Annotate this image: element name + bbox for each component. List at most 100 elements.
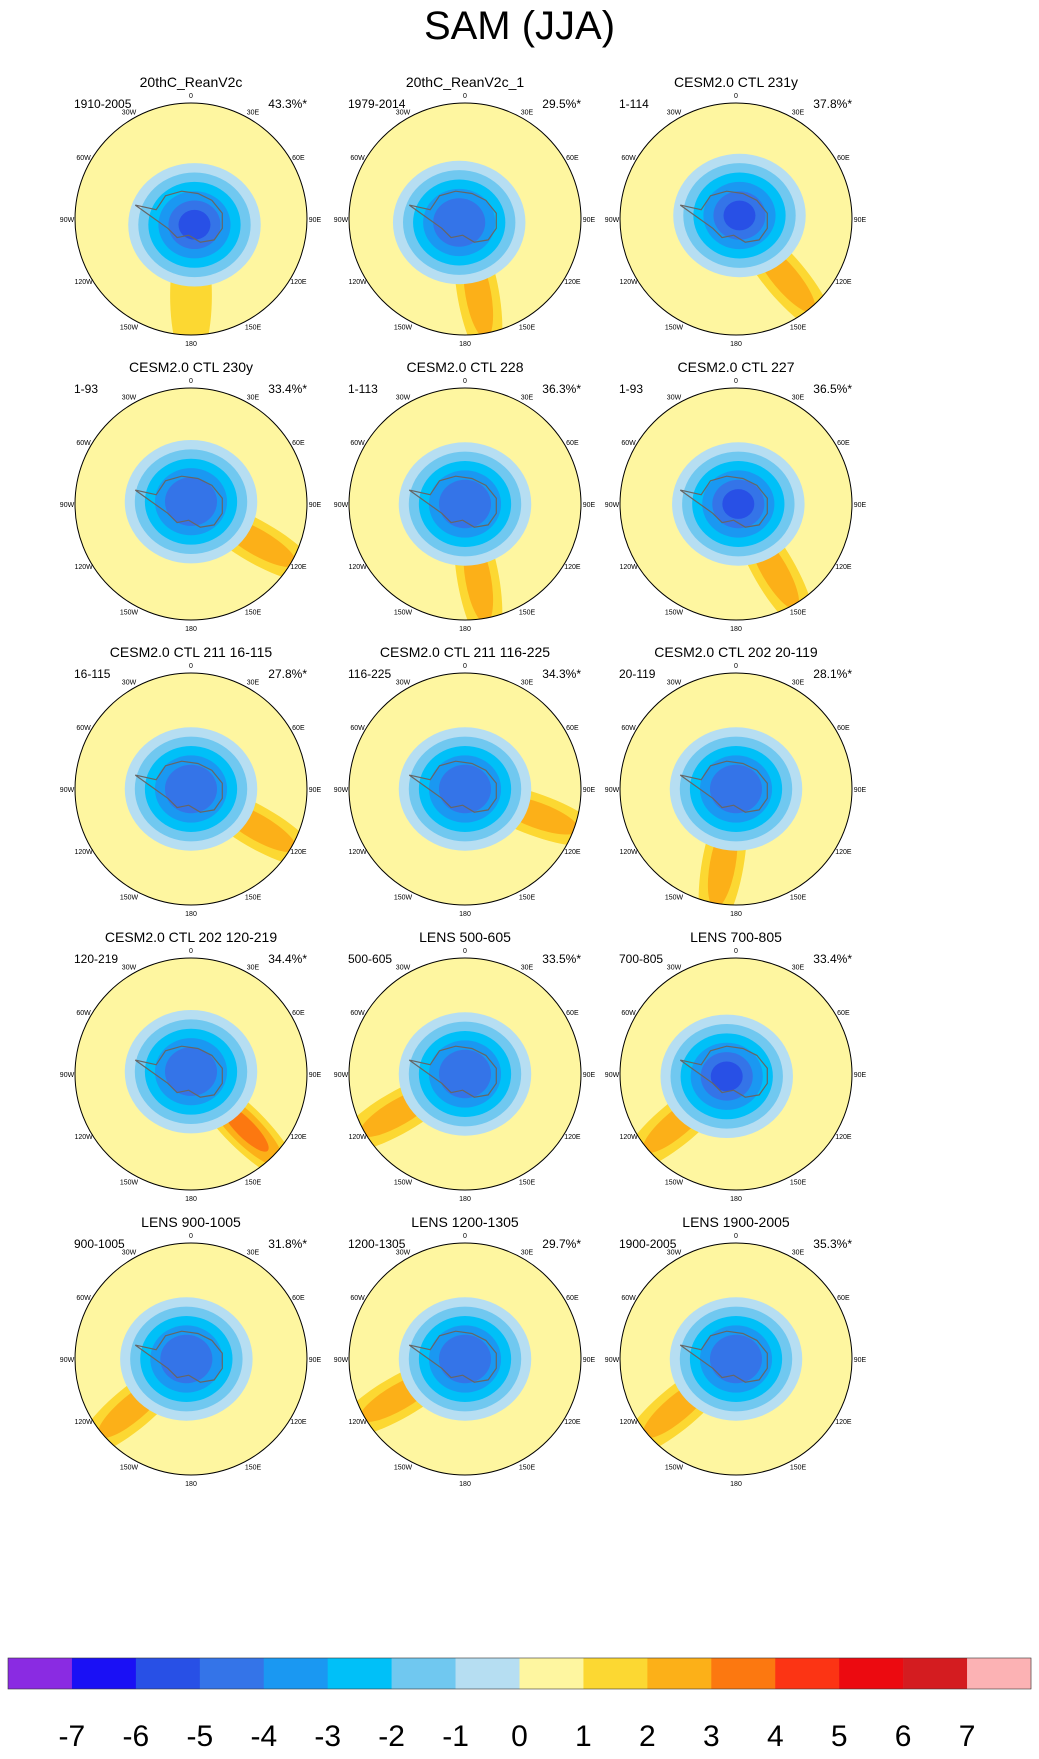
longitude-label: 0: [463, 378, 467, 385]
sam-field: [349, 1243, 581, 1475]
negative-contour: [709, 764, 763, 814]
antarctica-coastline: [134, 760, 223, 813]
panel-variance: 29.5%*: [542, 97, 581, 111]
longitude-label: 60W: [350, 1010, 365, 1017]
longitude-label: 150W: [120, 1179, 139, 1186]
longitude-label: 180: [730, 1481, 742, 1488]
longitude-label: 30W: [122, 395, 137, 402]
longitude-label: 120E: [290, 279, 307, 286]
longitude-label: 30W: [667, 395, 682, 402]
longitude-label: 60W: [621, 1010, 636, 1017]
colorbar-tick-label: 5: [831, 1720, 848, 1753]
negative-contour: [438, 479, 492, 529]
map-panel: CESM2.0 CTL 230y 1-93 33.4%* 0 30E 60E 90E 120E…: [60, 359, 322, 633]
panel-title: CESM2.0 CTL 211 116-225: [380, 644, 550, 660]
panel-title: LENS 700-805: [690, 929, 782, 945]
longitude-label: 150W: [665, 609, 684, 616]
longitude-label: 180: [730, 626, 742, 633]
map-panel: CESM2.0 CTL 211 16-115 16-115 27.8%* 0 30E 60…: [60, 644, 322, 918]
longitude-label: 90E: [309, 217, 322, 224]
negative-contour: [160, 1334, 213, 1384]
map-panel: LENS 500-605 500-605 33.5%* 0 30E 60E 90E 120E 1…: [334, 929, 596, 1203]
longitude-label: 90E: [583, 1072, 596, 1079]
panel-period: 1900-2005: [619, 1237, 677, 1251]
negative-contour: [722, 489, 755, 519]
negative-contour: [438, 1334, 492, 1384]
colorbar-tick-label: -7: [59, 1720, 86, 1753]
panel-period: 120-219: [74, 952, 118, 966]
panel-title: CESM2.0 CTL 202 20-119: [654, 644, 818, 660]
colorbar-swatch: [71, 1658, 137, 1689]
panel-period: 1-93: [619, 382, 643, 396]
longitude-label: 150W: [394, 1464, 413, 1471]
longitude-label: 120E: [564, 279, 581, 286]
longitude-label: 60E: [837, 440, 850, 447]
longitude-label: 120W: [619, 1134, 638, 1141]
longitude-label: 60E: [292, 1010, 305, 1017]
longitude-label: 60W: [350, 440, 365, 447]
sam-field: [620, 103, 852, 335]
negative-contour: [164, 477, 218, 526]
colorbar-swatch: [135, 1658, 201, 1689]
longitude-label: 90W: [334, 217, 349, 224]
colorbar-tick-label: 2: [639, 1720, 656, 1753]
panel-variance: 28.1%*: [813, 667, 852, 681]
longitude-label: 90E: [854, 787, 867, 794]
longitude-label: 180: [730, 341, 742, 348]
longitude-label: 0: [734, 93, 738, 100]
antarctica-coastline: [134, 475, 223, 528]
longitude-label: 150E: [519, 324, 536, 331]
longitude-label: 120W: [74, 564, 93, 571]
longitude-label: 60W: [76, 440, 91, 447]
longitude-label: 150E: [519, 1464, 536, 1471]
longitude-label: 90E: [583, 787, 596, 794]
longitude-label: 60W: [621, 1295, 636, 1302]
colorbar-tick-label: -1: [442, 1720, 469, 1753]
longitude-label: 0: [189, 663, 193, 670]
colorbar-tick-label: 1: [575, 1720, 592, 1753]
longitude-label: 30E: [521, 395, 534, 402]
colorbar-swatch: [711, 1658, 776, 1689]
panel-period: 1910-2005: [74, 97, 132, 111]
map-border: [619, 387, 853, 621]
sam-field: [75, 103, 307, 335]
panel-period: 1-113: [348, 382, 378, 396]
panel-period: 1200-1305: [348, 1237, 406, 1251]
longitude-label: 90E: [854, 217, 867, 224]
longitude-label: 180: [185, 341, 197, 348]
longitude-label: 90W: [60, 1357, 75, 1364]
colorbar-tick-label: -2: [378, 1720, 405, 1753]
panel-title: CESM2.0 CTL 227: [678, 359, 795, 375]
panel-title: CESM2.0 CTL 230y: [129, 359, 253, 375]
colorbar-swatch: [8, 1658, 73, 1689]
longitude-label: 90W: [605, 1357, 620, 1364]
map-border: [74, 387, 308, 621]
map-panel: CESM2.0 CTL 202 120-219 120-219 34.4%* 0 30E…: [60, 929, 322, 1203]
longitude-label: 180: [459, 626, 471, 633]
longitude-label: 120E: [835, 1419, 852, 1426]
longitude-label: 30E: [792, 680, 805, 687]
negative-contour: [164, 1047, 218, 1096]
antarctica-coastline: [134, 1045, 223, 1098]
panel-title: 20thC_ReanV2c: [140, 74, 243, 90]
longitude-label: 90W: [60, 787, 75, 794]
longitude-label: 60W: [621, 440, 636, 447]
map-border: [74, 957, 308, 1191]
longitude-label: 90E: [309, 502, 322, 509]
panel-variance: 33.4%*: [813, 952, 852, 966]
map-panel: LENS 900-1005 900-1005 31.8%* 0 30E 60E 90E 120…: [60, 1214, 322, 1488]
colorbar: -7 -6 -5 -4 -3 -2 -1 0 1 2 3 4 5 6 7: [7, 1657, 1032, 1753]
antarctica-coastline: [134, 190, 223, 243]
map-border: [348, 102, 582, 336]
longitude-label: 90E: [854, 502, 867, 509]
map-border: [348, 957, 582, 1191]
colorbar-tick-label: -3: [314, 1720, 341, 1753]
panel-title: LENS 1200-1305: [411, 1214, 519, 1230]
map-border: [348, 672, 582, 906]
longitude-label: 90W: [334, 1072, 349, 1079]
longitude-label: 120E: [564, 564, 581, 571]
panel-period: 1-114: [619, 97, 649, 111]
longitude-label: 60W: [350, 155, 365, 162]
